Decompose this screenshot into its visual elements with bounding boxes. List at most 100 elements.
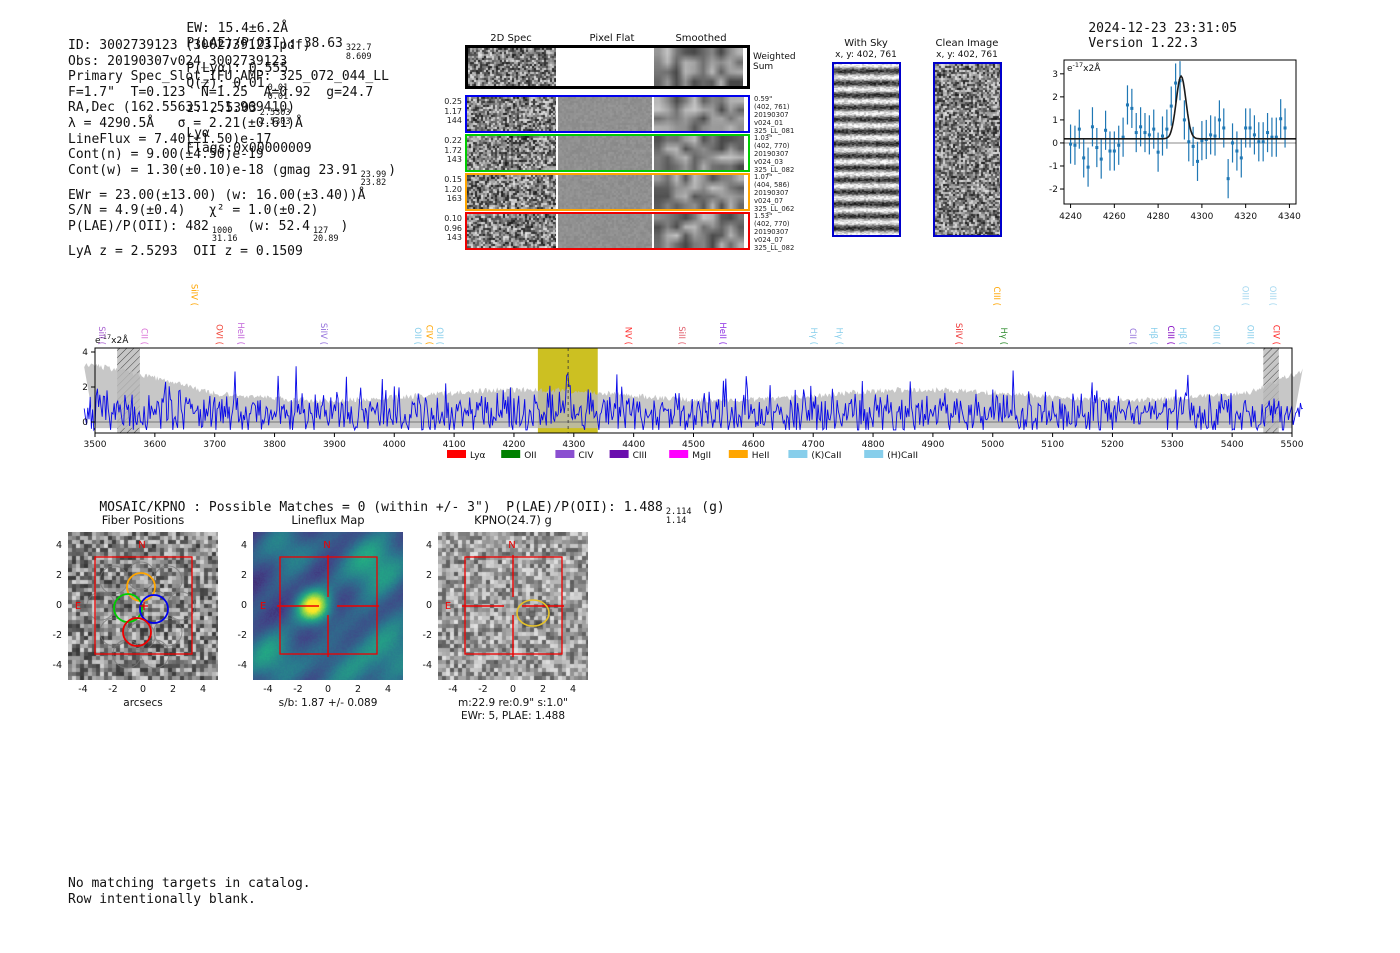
- svg-text:0: 0: [82, 418, 88, 428]
- fiber3-smoothed-image: [654, 175, 744, 209]
- header-ew: EW: 15.4±6.2Å: [186, 21, 289, 36]
- legend-label: (K)CaII: [811, 451, 841, 461]
- clean-image-panel: [933, 62, 1002, 237]
- svg-text:4700: 4700: [802, 440, 825, 450]
- fiber3-weights: 0.15 1.20 163: [444, 175, 462, 203]
- svg-text:5100: 5100: [1041, 440, 1064, 450]
- header-plae-frac: 322.7 8.609: [345, 43, 372, 62]
- svg-text:4280: 4280: [1147, 212, 1170, 222]
- info-primary-spec: Primary Spec_Slot_IFU_AMP: 325_072_044_L…: [68, 69, 389, 85]
- lineflux-map-title: Lineflux Map: [291, 513, 365, 527]
- svg-text:4320: 4320: [1234, 212, 1257, 222]
- header-z: z: 2.5303: [186, 101, 257, 116]
- col-header-smoothed: Smoothed: [675, 33, 727, 44]
- info-wavelength: λ = 4290.5Å σ = 2.21(±0.61)Å: [68, 115, 303, 131]
- lineflux-crosshair: [277, 555, 379, 657]
- legend-label: CIII: [633, 451, 647, 461]
- fiber2-pixelflat-image: [558, 136, 652, 170]
- legend-swatch: [555, 450, 575, 458]
- svg-text:e-17x2Å: e-17x2Å: [1067, 61, 1101, 74]
- info-cont-w: Cont(w) = 1.30(±0.10)e-18 (gmag 23.91 23.…: [68, 162, 397, 189]
- info-cont-n: Cont(n) = 9.00(±4.50)e-19: [68, 147, 264, 163]
- fiber-center-cross: [140, 602, 148, 610]
- emission-line-label: Hβ (: [1148, 327, 1158, 345]
- fiber4-pixelflat-image: [558, 214, 652, 248]
- fiber1-smoothed-image: [654, 97, 744, 131]
- kpno-source-ellipse: [516, 599, 550, 627]
- emission-line-label: OIII (: [1245, 325, 1255, 345]
- report-header-line: EW: 15.4±6.2Å P(LAE)/P(OII): 38.63 322.7 8…: [155, 6, 381, 171]
- svg-text:4600: 4600: [742, 440, 765, 450]
- fiber2-2dspec-image: [467, 136, 556, 170]
- emission-line-label: HeII (: [235, 322, 245, 345]
- legend-swatch: [669, 450, 689, 458]
- svg-text:3: 3: [1052, 70, 1058, 80]
- fiber-positions-caption: arcsecs: [123, 697, 163, 709]
- fiber1-2dspec-image: [467, 97, 556, 131]
- header-line-type: Lyα: [186, 126, 210, 141]
- svg-text:4: 4: [82, 348, 88, 358]
- svg-text:2: 2: [1052, 93, 1058, 103]
- line-fit-inset-plot: 4240 4260 4280 4300 4320 4340 -2 -1 0 1 2 3 e-17x2Å: [1049, 59, 1301, 222]
- fiber3-pixelflat-image: [558, 175, 652, 209]
- legend-swatch: [864, 450, 884, 458]
- svg-text:4900: 4900: [921, 440, 944, 450]
- emission-line-label: SiIV (: [318, 323, 328, 345]
- header-qz: Q(z): 0.01: [186, 76, 265, 91]
- col-header-pixelflat: Pixel Flat: [589, 33, 635, 44]
- svg-text:4300: 4300: [1190, 212, 1213, 222]
- emission-line-label: CIV (: [1271, 325, 1281, 345]
- fiber2-meta: 1.03" (402, 770) 20190307 v024_03 325_LL_082: [754, 134, 795, 174]
- catalog-match-note: No matching targets in catalog. Row inte…: [68, 876, 311, 907]
- fiber-circle-blue: [139, 594, 169, 624]
- legend-swatch: [609, 450, 629, 458]
- info-redshifts: LyA z = 2.5293 OII z = 0.1509: [68, 243, 303, 259]
- svg-text:5200: 5200: [1101, 440, 1124, 450]
- emission-line-label: CIV (: [424, 325, 434, 345]
- fiber4-smoothed-image: [654, 214, 744, 248]
- spec2d-fiber-row-1: [465, 95, 750, 133]
- spec2d-weighted-row: [465, 45, 750, 89]
- lineflux-compass-n: N: [323, 540, 330, 551]
- clean-image-coords: x, y: 402, 761: [936, 50, 998, 60]
- fiber3-meta: 1.07" (404, 586) 20190307 v024_07 325_LL_062: [754, 173, 795, 213]
- header-datetime: 2024-12-23 23:31:05 Version 1.22.3: [1057, 6, 1253, 66]
- svg-text:4400: 4400: [622, 440, 645, 450]
- spec2d-fiber-row-4: [465, 212, 750, 250]
- svg-text:3800: 3800: [263, 440, 286, 450]
- emission-line-label: OII (: [412, 327, 422, 345]
- with-sky-image-panel: [832, 62, 901, 237]
- svg-text:0: 0: [1052, 139, 1058, 149]
- fiber-compass-e: E: [75, 601, 81, 612]
- info-ewr: EWr = 23.00(±13.00) (w: 16.00(±3.40))Å: [68, 187, 366, 203]
- fiber2-smoothed-image: [654, 136, 744, 170]
- with-sky-title: With Sky: [844, 38, 888, 49]
- fiber4-2dspec-image: [467, 214, 556, 248]
- svg-text:4500: 4500: [682, 440, 705, 450]
- legend-label: (H)CaII: [887, 451, 918, 461]
- clean-image-title: Clean Image: [935, 38, 999, 49]
- fiber1-meta: 0.59" (402, 761) 20190307 v024_01 325_LL_081: [754, 95, 795, 135]
- svg-text:3900: 3900: [323, 440, 346, 450]
- header-plya: P(Lyα): 0.555: [186, 61, 289, 76]
- info-seeing: F=1.7" T=0.123 N=1.25 A=0.92 g=24.7: [68, 84, 374, 100]
- weighted-2dspec-image: [468, 48, 556, 86]
- emission-line-label: HeII (: [717, 322, 727, 345]
- fiber-footprint-circles: [86, 561, 196, 669]
- weighted-smoothed-image: [654, 48, 743, 86]
- svg-text:4340: 4340: [1278, 212, 1301, 222]
- emission-line-label: OII (: [434, 327, 444, 345]
- svg-text:5300: 5300: [1161, 440, 1184, 450]
- svg-text:2: 2: [82, 383, 88, 393]
- with-sky-image: [834, 64, 899, 235]
- emission-line-label: OIII (: [1211, 325, 1221, 345]
- header-timestamp: 2024-12-23 23:31:05: [1088, 21, 1238, 36]
- legend-swatch: [728, 450, 748, 458]
- fiber4-meta: 1.53" (402, 770) 20190307 v024_07 325_LL_082: [754, 212, 795, 252]
- fiber1-pixelflat-image: [558, 97, 652, 131]
- spec2d-fiber-row-2: [465, 134, 750, 172]
- svg-text:4260: 4260: [1103, 212, 1126, 222]
- header-z-frac: 2.5303 2.5303: [259, 108, 291, 127]
- svg-text:5000: 5000: [981, 440, 1004, 450]
- info-obs: Obs: 20190307v024_3002739123: [68, 53, 288, 69]
